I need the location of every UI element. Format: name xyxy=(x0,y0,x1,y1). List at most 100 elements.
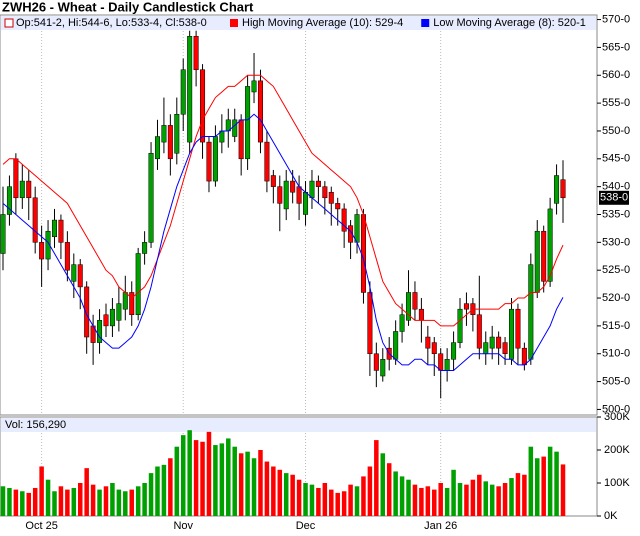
candle-body xyxy=(193,36,199,70)
candle-body xyxy=(290,180,296,193)
y-tick-label: 515-0 xyxy=(602,320,630,332)
volume-bar xyxy=(65,489,70,516)
volume-bar xyxy=(271,466,276,516)
candle-body xyxy=(154,136,160,160)
volume-bar xyxy=(155,466,160,516)
x-tick-label: Dec xyxy=(296,520,316,532)
volume-bar xyxy=(97,489,102,516)
volume-bar xyxy=(52,491,57,516)
volume-bar xyxy=(168,458,173,516)
candle-body xyxy=(257,80,263,143)
candle-body xyxy=(399,314,405,332)
candle-body xyxy=(71,264,77,282)
candle-body xyxy=(180,69,186,115)
volume-bar xyxy=(425,486,431,516)
volume-bar xyxy=(361,476,366,516)
volume-bar xyxy=(58,486,64,516)
y-tick-label: 510-0 xyxy=(602,348,630,360)
candle-body xyxy=(341,208,347,232)
legend-bar xyxy=(1,16,596,30)
volume-bar xyxy=(380,453,386,516)
volume-bar xyxy=(406,479,411,516)
volume-bar xyxy=(129,489,134,516)
volume-bar xyxy=(515,473,521,516)
candle-body xyxy=(554,175,560,204)
candle-body xyxy=(348,225,354,243)
candle-body xyxy=(161,125,167,143)
y-tick-label: 535-0 xyxy=(602,208,630,220)
volume-bar xyxy=(348,484,353,516)
volume-bar xyxy=(116,489,122,516)
volume-bar xyxy=(335,492,340,516)
volume-bar xyxy=(509,478,514,516)
candle-body xyxy=(245,86,251,160)
y-tick-label: 520-0 xyxy=(602,292,630,304)
candle-body xyxy=(212,136,218,182)
volume-bar xyxy=(206,431,212,516)
volume-bar xyxy=(32,487,38,516)
y-tick-label: 545-0 xyxy=(602,153,630,165)
volume-bar xyxy=(77,483,83,516)
candle-body xyxy=(97,320,103,343)
candle-body xyxy=(515,308,521,349)
volume-bar xyxy=(264,461,270,516)
candle-body xyxy=(206,141,212,182)
volume-bar xyxy=(457,483,463,516)
candle-body xyxy=(541,230,547,282)
volume-bar xyxy=(522,474,527,516)
volume-bar xyxy=(277,469,283,516)
y-tick-label: 555-0 xyxy=(602,97,630,109)
volume-bar xyxy=(322,483,328,516)
volume-bar xyxy=(303,483,308,516)
volume-legend: Vol: 156,290 xyxy=(5,419,66,431)
candle-body xyxy=(109,308,115,327)
volume-bar xyxy=(110,483,115,516)
candle-body xyxy=(418,308,424,321)
volume-bar xyxy=(39,466,44,516)
candle-body xyxy=(270,175,276,187)
candle-body xyxy=(483,342,489,354)
volume-bar xyxy=(0,486,6,516)
candle-body xyxy=(463,303,469,310)
candle-body xyxy=(322,186,328,199)
x-tick-label: Nov xyxy=(173,520,193,532)
volume-bar xyxy=(20,491,25,516)
volume-bar xyxy=(200,441,205,516)
volume-bar xyxy=(560,464,566,516)
volume-bar xyxy=(296,479,302,516)
y-tick-label: 560-0 xyxy=(602,69,630,81)
y-tick-label: 530-0 xyxy=(602,236,630,248)
candle-body xyxy=(328,191,334,204)
volume-bar xyxy=(483,481,489,516)
candle-body xyxy=(457,308,463,343)
candle-body xyxy=(354,214,360,243)
candle-body xyxy=(489,336,495,349)
volume-bar xyxy=(464,484,469,516)
legend-ohlc: Op:541-2, Hi:544-6, Lo:533-4, Cl:538-0 xyxy=(16,17,207,29)
candle-body xyxy=(283,180,289,210)
volume-bar xyxy=(316,487,321,516)
candle-body xyxy=(425,336,431,349)
chart-title: ZWH26 - Wheat - Daily Candlestick Chart xyxy=(2,0,254,14)
volume-bar xyxy=(103,486,109,516)
volume-bar xyxy=(554,451,559,516)
volume-bar xyxy=(528,446,534,516)
candle-body xyxy=(135,253,141,316)
volume-bar xyxy=(219,443,225,516)
volume-bar xyxy=(341,491,347,516)
candle-body xyxy=(200,69,206,143)
volume-bar xyxy=(393,471,398,516)
volume-bar xyxy=(547,446,553,516)
volume-bar xyxy=(174,446,180,516)
candle-body xyxy=(174,114,180,154)
volume-bar xyxy=(135,486,141,516)
candle-body xyxy=(116,303,122,321)
volume-bar xyxy=(187,430,192,516)
volume-bar xyxy=(45,479,51,516)
volume-bar xyxy=(374,440,379,516)
candle-body xyxy=(26,180,32,199)
volume-bar xyxy=(399,476,405,516)
candle-body xyxy=(103,314,109,327)
